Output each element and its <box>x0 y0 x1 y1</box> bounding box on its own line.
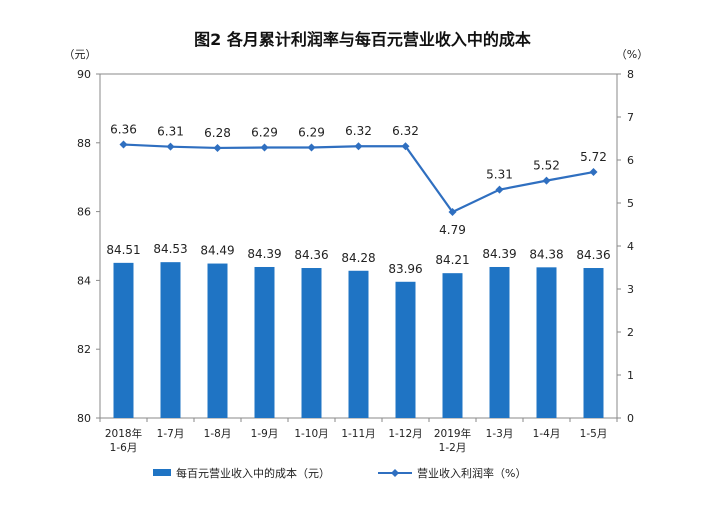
line-point-marker <box>166 142 175 151</box>
legend-line-marker <box>391 469 399 477</box>
right-axis-tick-label: 5 <box>627 197 634 210</box>
right-axis-tick-label: 2 <box>627 326 634 339</box>
left-axis-tick-label: 88 <box>77 137 91 150</box>
bar-data-label: 84.49 <box>200 244 234 258</box>
chart-title: 图2 各月累计利润率与每百元营业收入中的成本 <box>194 30 531 49</box>
line-data-label: 6.32 <box>345 124 372 138</box>
bar <box>536 267 557 418</box>
line-data-label: 6.28 <box>204 126 231 140</box>
line-data-label: 5.72 <box>580 150 607 164</box>
bar-data-label: 84.28 <box>341 251 375 265</box>
right-axis-tick-label: 6 <box>627 154 634 167</box>
line-data-label: 6.31 <box>157 125 184 139</box>
line-data-label: 6.32 <box>392 124 419 138</box>
line-point-marker <box>401 142 410 151</box>
bar-data-label: 84.36 <box>576 248 610 262</box>
left-axis-tick-label: 86 <box>77 206 91 219</box>
bar <box>113 262 134 418</box>
x-axis-category-label: 1-5月 <box>580 428 608 440</box>
bar <box>207 263 228 418</box>
bar <box>254 266 275 418</box>
line-data-label: 6.29 <box>251 126 278 140</box>
bar-data-label: 84.21 <box>435 253 469 267</box>
left-axis-tick-label: 82 <box>77 343 91 356</box>
x-axis-category-label: 1-12月 <box>388 428 422 440</box>
line-data-label: 5.52 <box>533 159 560 173</box>
x-axis-category-label: 1-3月 <box>486 428 514 440</box>
bar-data-label: 84.39 <box>247 247 281 261</box>
line-data-label: 6.29 <box>298 126 325 140</box>
legend-bar-swatch <box>153 469 171 476</box>
x-axis-category-label: 1-8月 <box>204 428 232 440</box>
bar-data-label: 83.96 <box>388 262 422 276</box>
right-axis-tick-label: 1 <box>627 369 634 382</box>
bar <box>301 268 322 418</box>
line-point-marker <box>589 168 598 177</box>
line-point-marker <box>213 143 222 152</box>
bar-data-label: 84.36 <box>294 248 328 262</box>
line-point-marker <box>495 185 504 194</box>
x-axis-category-label: 2019年 <box>434 427 471 440</box>
bar-data-label: 84.38 <box>529 247 563 261</box>
legend-bar-label: 每百元营业收入中的成本（元） <box>176 466 330 480</box>
line-series-path <box>123 143 594 214</box>
line-point-marker <box>542 176 551 185</box>
right-axis-tick-label: 0 <box>627 412 634 425</box>
line-data-label: 5.31 <box>486 168 513 182</box>
left-axis-tick-label: 90 <box>77 68 91 81</box>
bar <box>442 273 463 418</box>
bar <box>395 281 416 418</box>
bar-data-label: 84.53 <box>153 242 187 256</box>
x-axis-category-label: 2018年 <box>105 427 142 440</box>
legend-line-label: 营业收入利润率（%） <box>417 466 526 480</box>
right-axis-tick-label: 8 <box>627 68 634 81</box>
x-axis-category-label: 1-2月 <box>439 442 467 454</box>
x-axis-category-label: 1-4月 <box>533 428 561 440</box>
x-axis-category-label: 1-10月 <box>294 428 328 440</box>
right-axis-tick-label: 3 <box>627 283 634 296</box>
line-point-marker <box>448 208 457 217</box>
x-axis-category-label: 1-7月 <box>157 428 185 440</box>
x-axis-category-label: 1-9月 <box>251 428 279 440</box>
line-point-marker <box>354 142 363 151</box>
right-axis-tick-label: 7 <box>627 111 634 124</box>
right-axis-tick-label: 4 <box>627 240 634 253</box>
bar <box>583 268 604 418</box>
left-axis-unit: （元） <box>64 48 97 61</box>
bar <box>348 270 369 418</box>
left-axis-tick-label: 80 <box>77 412 91 425</box>
line-point-marker <box>307 143 316 152</box>
x-axis-category-label: 1-11月 <box>341 428 375 440</box>
right-axis-unit: （%） <box>616 48 648 61</box>
bar <box>160 262 181 418</box>
line-point-marker <box>260 143 269 152</box>
x-axis-category-label: 1-6月 <box>110 442 138 454</box>
line-data-label: 4.79 <box>439 223 466 237</box>
left-axis-tick-label: 84 <box>77 274 91 287</box>
bar-data-label: 84.39 <box>482 247 516 261</box>
line-point-marker <box>119 140 128 149</box>
bar <box>489 266 510 418</box>
bar-data-label: 84.51 <box>106 243 140 257</box>
line-data-label: 6.36 <box>110 123 137 137</box>
